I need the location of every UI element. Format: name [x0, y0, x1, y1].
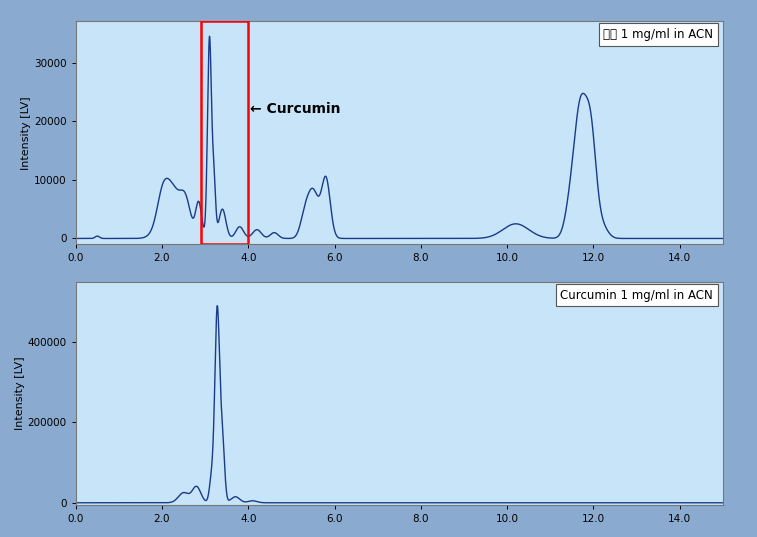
Text: ← Curcumin: ← Curcumin: [251, 103, 341, 117]
Y-axis label: Intensity [LV]: Intensity [LV]: [15, 357, 25, 430]
Text: 강황 1 mg/ml in ACN: 강황 1 mg/ml in ACN: [603, 28, 713, 41]
Text: Curcumin 1 mg/ml in ACN: Curcumin 1 mg/ml in ACN: [560, 288, 713, 302]
Bar: [201, 21, 248, 244]
Y-axis label: Intensity [LV]: Intensity [LV]: [21, 96, 31, 170]
